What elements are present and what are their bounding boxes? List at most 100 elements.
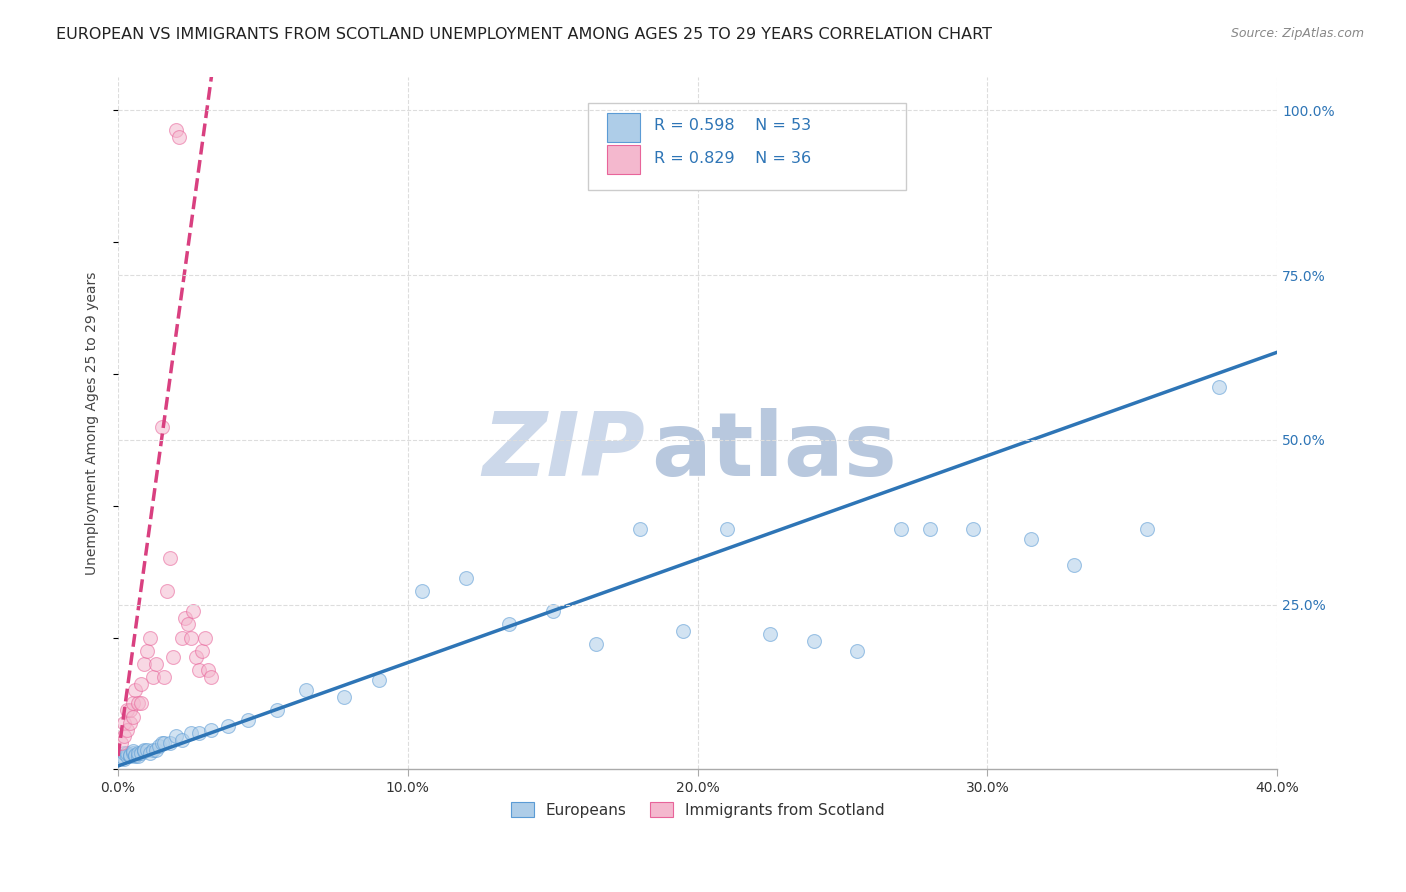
Point <box>672 624 695 638</box>
Point <box>846 643 869 657</box>
Point <box>194 631 217 645</box>
Point <box>191 643 214 657</box>
Text: R = 0.598    N = 53: R = 0.598 N = 53 <box>654 119 811 133</box>
Legend: Europeans, Immigrants from Scotland: Europeans, Immigrants from Scotland <box>505 796 890 824</box>
Point <box>136 742 159 756</box>
Bar <box>607 112 640 142</box>
Point <box>121 697 143 711</box>
Point <box>115 703 138 717</box>
Point <box>170 631 193 645</box>
Point <box>129 676 152 690</box>
Text: EUROPEAN VS IMMIGRANTS FROM SCOTLAND UNEMPLOYMENT AMONG AGES 25 TO 29 YEARS CORR: EUROPEAN VS IMMIGRANTS FROM SCOTLAND UNE… <box>56 27 993 42</box>
Point <box>962 522 984 536</box>
Point <box>153 736 176 750</box>
Point <box>134 657 156 671</box>
Point <box>266 703 288 717</box>
Point <box>295 683 318 698</box>
Text: ZIP: ZIP <box>482 408 645 494</box>
Point <box>188 726 211 740</box>
Point <box>112 746 135 760</box>
Point <box>200 670 222 684</box>
Point <box>1019 532 1042 546</box>
Point <box>454 571 477 585</box>
Point <box>333 690 356 704</box>
Point <box>1136 522 1159 536</box>
Point <box>153 670 176 684</box>
Point <box>150 736 173 750</box>
Point <box>118 716 141 731</box>
Point <box>411 584 433 599</box>
Point <box>112 752 135 766</box>
Point <box>115 749 138 764</box>
Point <box>124 749 146 764</box>
Point <box>628 522 651 536</box>
Point <box>121 709 143 723</box>
Point <box>170 732 193 747</box>
Point <box>127 749 149 764</box>
Point <box>134 744 156 758</box>
Text: Source: ZipAtlas.com: Source: ZipAtlas.com <box>1230 27 1364 40</box>
Point <box>136 643 159 657</box>
Point <box>716 522 738 536</box>
Point <box>541 604 564 618</box>
Point <box>134 742 156 756</box>
Point <box>124 747 146 762</box>
Point <box>115 746 138 760</box>
Point <box>145 657 167 671</box>
Point <box>121 744 143 758</box>
Point <box>186 650 208 665</box>
Point <box>889 522 911 536</box>
Point <box>1063 558 1085 572</box>
Point <box>139 631 162 645</box>
Bar <box>607 145 640 174</box>
Point <box>197 664 219 678</box>
Point <box>139 746 162 760</box>
Point <box>165 730 187 744</box>
Point <box>165 123 187 137</box>
Point <box>1208 380 1230 394</box>
Point <box>167 129 190 144</box>
Text: atlas: atlas <box>651 408 897 494</box>
Point <box>162 650 184 665</box>
Point <box>112 730 135 744</box>
Point <box>150 419 173 434</box>
Point <box>110 736 132 750</box>
Point <box>759 627 782 641</box>
Point <box>127 697 149 711</box>
Point <box>129 746 152 760</box>
Point <box>121 746 143 760</box>
FancyBboxPatch shape <box>588 103 907 189</box>
Point <box>118 747 141 762</box>
Text: R = 0.829    N = 36: R = 0.829 N = 36 <box>654 151 811 166</box>
Point <box>200 723 222 737</box>
Point <box>183 604 205 618</box>
Point <box>148 739 170 754</box>
Point <box>115 723 138 737</box>
Point <box>145 742 167 756</box>
Point <box>142 742 165 756</box>
Point <box>159 736 181 750</box>
Point <box>176 617 198 632</box>
Point <box>498 617 520 632</box>
Point <box>127 746 149 760</box>
Point <box>217 719 239 733</box>
Point <box>156 584 179 599</box>
Point <box>179 726 201 740</box>
Point <box>112 716 135 731</box>
Point <box>118 749 141 764</box>
Point <box>803 633 825 648</box>
Point <box>238 713 260 727</box>
Point <box>173 611 195 625</box>
Point <box>124 683 146 698</box>
Point <box>118 703 141 717</box>
Point <box>142 670 165 684</box>
Point <box>159 551 181 566</box>
Point <box>110 749 132 764</box>
Point <box>918 522 941 536</box>
Point <box>585 637 607 651</box>
Point <box>367 673 389 688</box>
Point <box>129 697 152 711</box>
Point <box>188 664 211 678</box>
Point <box>179 631 201 645</box>
Y-axis label: Unemployment Among Ages 25 to 29 years: Unemployment Among Ages 25 to 29 years <box>86 272 100 575</box>
